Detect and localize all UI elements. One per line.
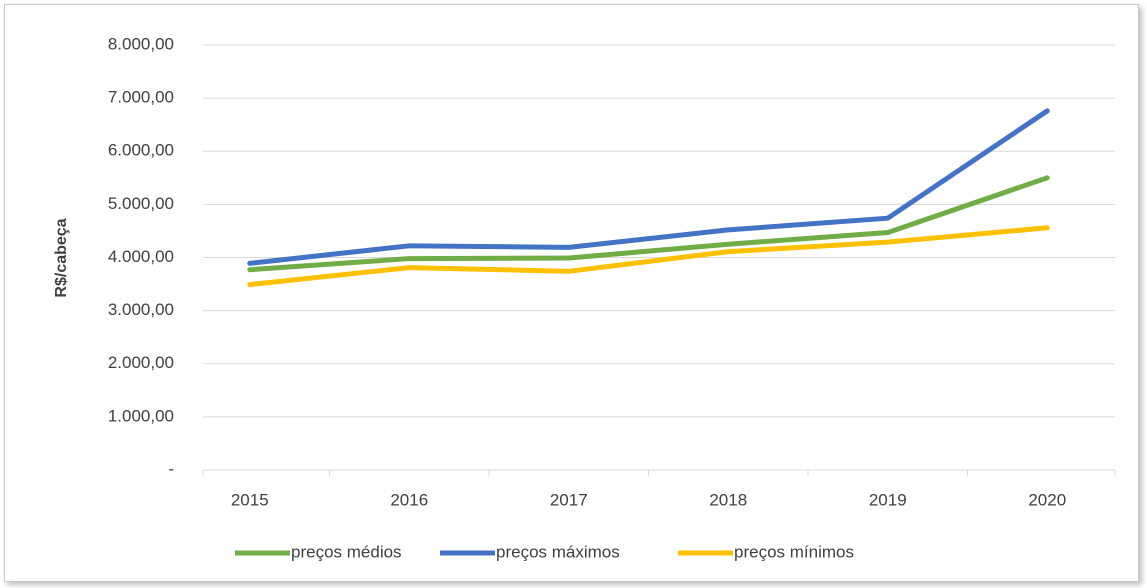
legend-label: preços mínimos — [734, 542, 854, 561]
x-tick-label: 2017 — [550, 490, 588, 509]
y-tick-label: 2.000,00 — [108, 353, 174, 372]
x-tick-label: 2018 — [709, 490, 747, 509]
y-tick-label: 5.000,00 — [108, 194, 174, 213]
y-tick-label: 7.000,00 — [108, 88, 174, 107]
line-series — [247, 225, 1050, 288]
y-axis-label: R$/cabeça — [53, 218, 70, 297]
x-tick-label: 2016 — [390, 490, 428, 509]
y-tick-label: - — [168, 459, 174, 478]
y-tick-label: 3.000,00 — [108, 300, 174, 319]
y-tick-label: 4.000,00 — [108, 247, 174, 266]
y-tick-label: 1.000,00 — [108, 406, 174, 425]
line-series — [247, 175, 1050, 273]
x-tick-label: 2020 — [1028, 490, 1066, 509]
x-tick-label: 2015 — [231, 490, 269, 509]
chart-frame — [4, 4, 1139, 582]
legend-label: preços máximos — [496, 542, 620, 561]
legend-label: preços médios — [291, 542, 402, 561]
y-tick-label: 6.000,00 — [108, 141, 174, 160]
x-tick-label: 2019 — [869, 490, 907, 509]
y-tick-label: 8.000,00 — [108, 34, 174, 53]
line-series — [247, 108, 1050, 266]
